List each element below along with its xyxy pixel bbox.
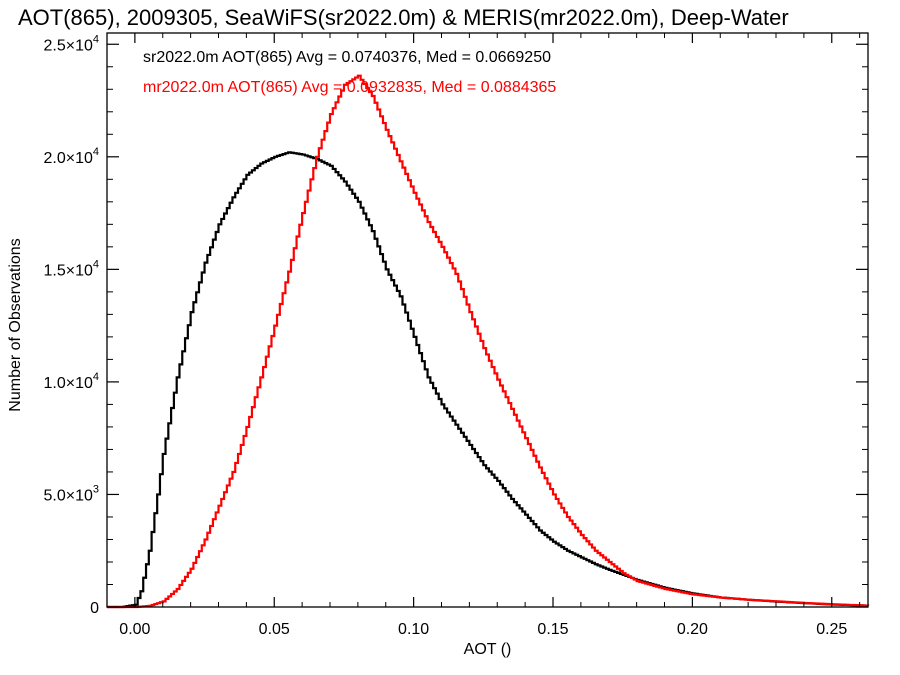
- x-tick-label: 0.10: [398, 621, 429, 638]
- x-axis-ticks: 0.00 0.05 0.10 0.15 0.20 0.25: [106, 33, 861, 638]
- series-layer: [107, 74, 870, 609]
- y-tick-label: 5.0×103: [43, 483, 99, 504]
- y-tick-label: 0: [90, 600, 99, 617]
- series-line-mr2022.0m: [107, 74, 870, 609]
- y-tick-label: 1.0×104: [43, 371, 99, 392]
- x-tick-label: 0.00: [119, 621, 150, 638]
- y-tick-label: 2.5×104: [43, 33, 99, 54]
- y-tick-label: 2.0×104: [43, 146, 99, 167]
- series-stats-mr: mr2022.0m AOT(865) Avg = 0.0932835, Med …: [143, 79, 556, 96]
- y-tick-label: 1.5×104: [43, 258, 99, 279]
- series-line-sr2022.0m: [107, 151, 870, 609]
- x-tick-label: 0.20: [677, 621, 708, 638]
- x-axis-label: AOT (): [464, 641, 512, 658]
- series-stats-sr: sr2022.0m AOT(865) Avg = 0.0740376, Med …: [143, 49, 551, 66]
- y-axis-label: Number of Observations: [7, 238, 24, 411]
- chart-title: AOT(865), 2009305, SeaWiFS(sr2022.0m) & …: [18, 5, 789, 30]
- x-tick-label: 0.25: [816, 621, 847, 638]
- x-tick-label: 0.05: [259, 621, 290, 638]
- plot-frame: [106, 32, 869, 608]
- y-axis-ticks: 0 5.0×103 1.0×104 1.5×104 2.0×104 2.5×104: [43, 33, 868, 617]
- x-tick-label: 0.15: [537, 621, 568, 638]
